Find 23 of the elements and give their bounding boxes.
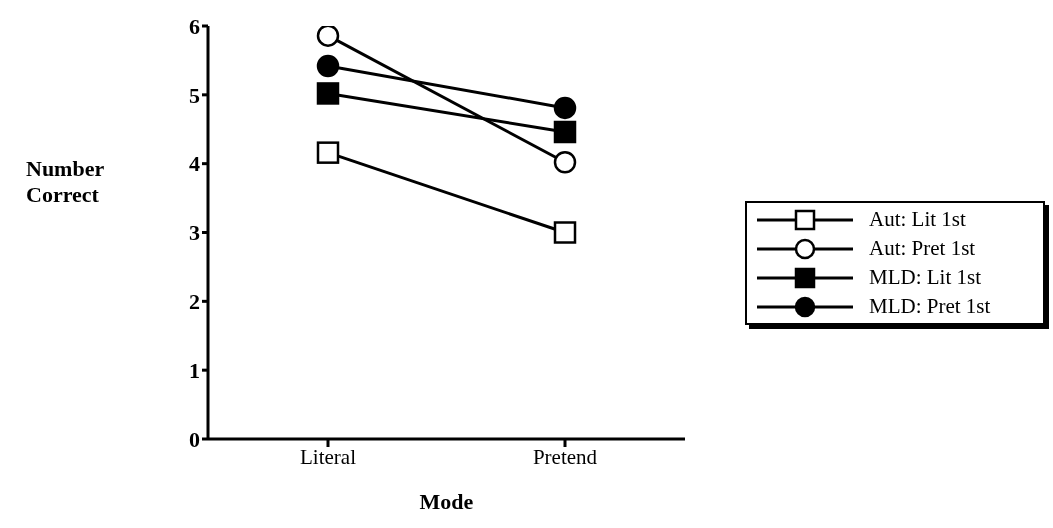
point <box>316 54 340 78</box>
y-tick-label: 0 <box>189 426 200 452</box>
point <box>553 221 577 244</box>
y-axis-title: Number Correct <box>26 156 105 208</box>
legend-label: MLD: Lit 1st <box>869 265 982 290</box>
y-tick-label: 4 <box>189 151 200 177</box>
point <box>553 120 577 144</box>
point <box>553 96 577 120</box>
x-tick-label: Pretend <box>532 444 598 469</box>
y-tick-label: 3 <box>189 220 200 246</box>
point <box>316 82 340 105</box>
point <box>553 151 577 174</box>
y-tick-label: 1 <box>189 357 200 383</box>
legend-label: MLD: Pret 1st <box>869 294 991 319</box>
y-tick-label: 2 <box>189 289 200 315</box>
point <box>316 141 340 164</box>
point <box>316 26 340 47</box>
y-tick-label: 5 <box>189 82 200 108</box>
legend-label: Aut: Lit 1st <box>869 207 966 232</box>
x-axis-title: Mode <box>419 489 474 514</box>
legend-label: Aut: Pret 1st <box>869 236 976 261</box>
x-tick-label: Literal <box>300 444 357 469</box>
y-tick-label: 6 <box>189 13 200 39</box>
